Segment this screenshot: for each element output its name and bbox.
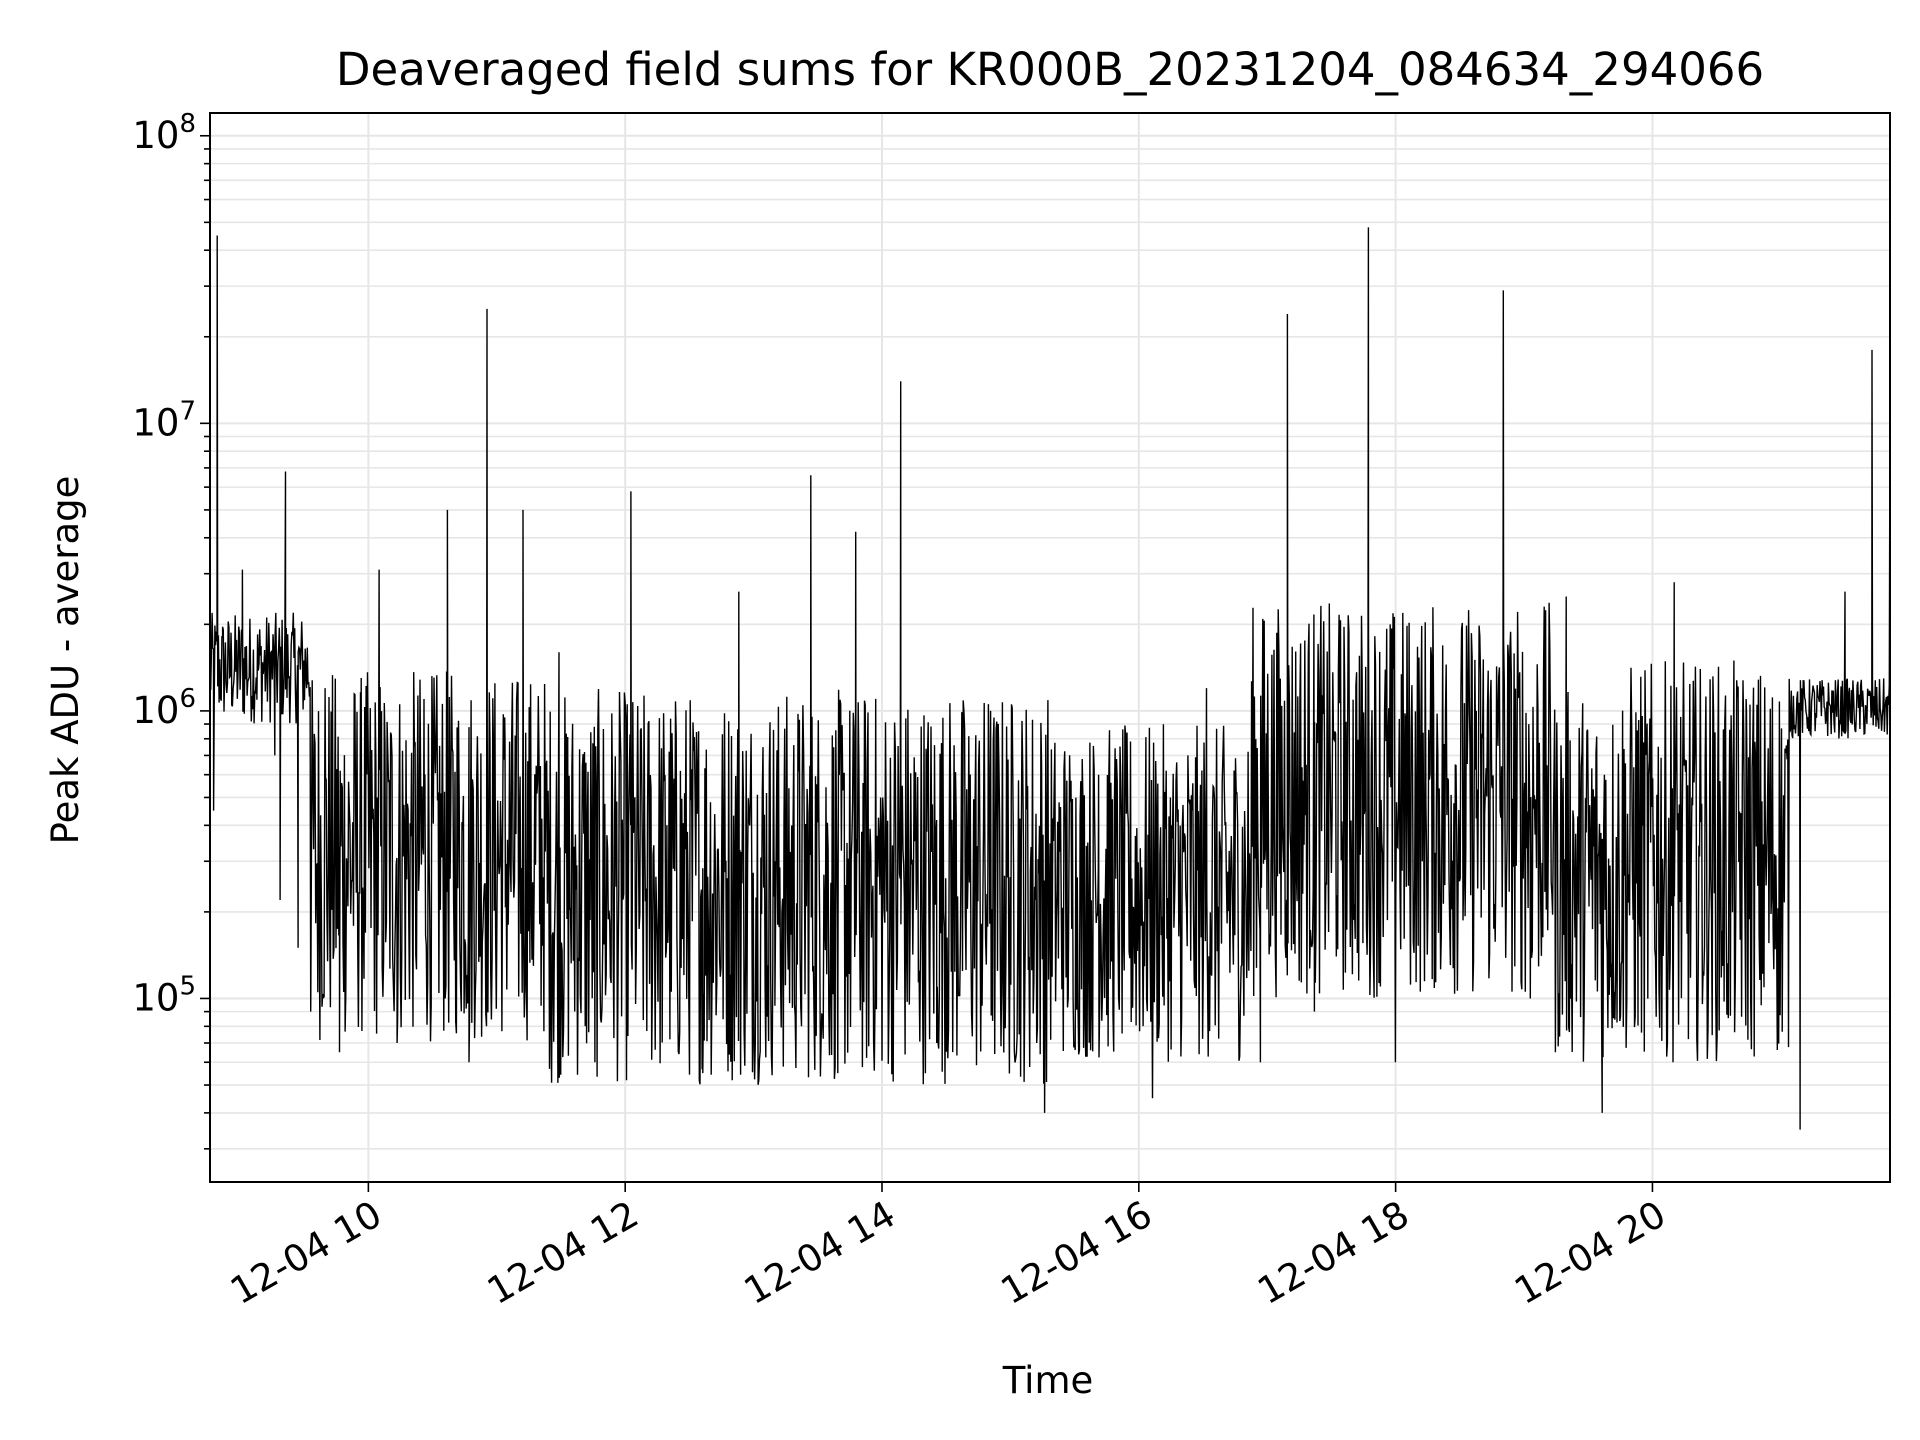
y-tick-label: 107 (132, 396, 196, 444)
data-series (209, 227, 1891, 1130)
y-tick-label: 106 (132, 684, 196, 732)
x-axis-label: Time (1002, 1359, 1094, 1402)
chart-title: Deaveraged field sums for KR000B_2023120… (336, 43, 1764, 96)
y-tick-label: 108 (132, 109, 196, 157)
y-tick-label: 105 (132, 971, 196, 1019)
plot-frame (209, 112, 1891, 1183)
series-line (209, 227, 1891, 1130)
y-axis-label: Peak ADU - average (44, 476, 87, 845)
